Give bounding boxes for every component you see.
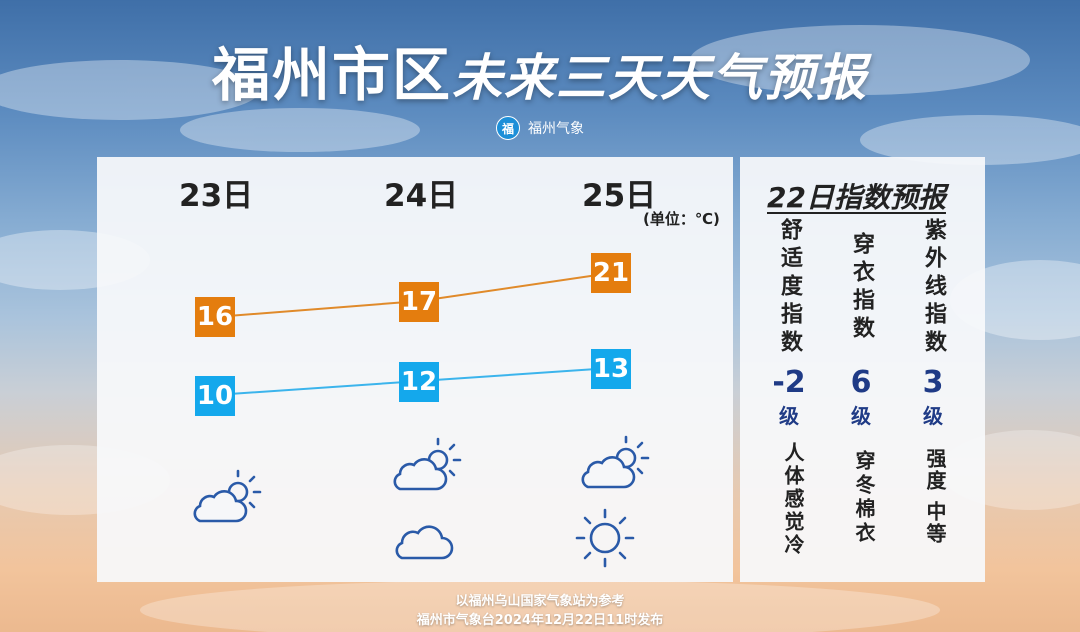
index-desc-comfort: 人体感觉冷 bbox=[778, 442, 808, 565]
brand-name: 福州气象 bbox=[528, 121, 584, 137]
footer-release: 福州市气象台2024年12月22日11时发布 bbox=[416, 613, 664, 628]
cloudy-sun-icon bbox=[393, 437, 462, 491]
index-name-comfort: 舒适度指数 bbox=[774, 218, 804, 367]
low-temp-24: 12 bbox=[399, 362, 439, 402]
day-label-23: 23日 bbox=[179, 178, 254, 214]
day-label-25: 25日 bbox=[582, 178, 657, 214]
index-desc-comfort-text: 人体感觉冷 bbox=[781, 442, 805, 557]
index-name-uv-text: 紫外线指数 bbox=[921, 218, 946, 358]
high-temp-25: 21 bbox=[591, 253, 631, 293]
index-name-dressing-text: 穿衣指数 bbox=[849, 232, 874, 344]
index-desc-uv-text: 强度 中等 bbox=[923, 448, 947, 545]
index-title: 22日指数预报 bbox=[767, 181, 946, 214]
index-desc-dressing: 穿冬棉衣 bbox=[849, 450, 879, 554]
high-temp-23: 16 bbox=[195, 297, 235, 337]
low-temp-23: 10 bbox=[195, 376, 235, 416]
brand-logo-icon: 福 bbox=[496, 116, 520, 140]
cloudy-sun-icon bbox=[193, 469, 262, 523]
index-desc-uv: 强度 中等 bbox=[920, 448, 950, 553]
index-level-dressing: 6 bbox=[850, 365, 872, 400]
low-temp-25: 13 bbox=[591, 349, 631, 389]
index-level-uv: 3 bbox=[922, 365, 944, 400]
index-name-dressing: 穿衣指数 bbox=[846, 232, 876, 353]
footer-reference: 以福州乌山国家气象站为参考 bbox=[455, 594, 625, 609]
index-level-unit-dressing: 级 bbox=[851, 404, 871, 428]
high-temp-24: 17 bbox=[399, 282, 439, 322]
index-name-uv: 紫外线指数 bbox=[918, 218, 948, 367]
index-desc-dressing-text: 穿冬棉衣 bbox=[852, 450, 876, 546]
index-name-comfort-text: 舒适度指数 bbox=[777, 218, 802, 358]
sun-icon bbox=[575, 508, 635, 568]
brand: 福 福州气象 bbox=[0, 116, 1080, 140]
page-title: 福州市区未来三天天气预报 bbox=[0, 28, 1080, 112]
index-panel bbox=[740, 157, 985, 582]
title-sub: 未来三天天气预报 bbox=[452, 49, 868, 107]
cloud-icon bbox=[395, 525, 454, 560]
temperature-unit: (单位：℃) bbox=[643, 210, 720, 228]
index-level-unit-uv: 级 bbox=[923, 404, 943, 428]
day-label-24: 24日 bbox=[384, 178, 459, 214]
index-level-comfort: -2 bbox=[772, 365, 806, 400]
title-main: 福州市区 bbox=[211, 41, 452, 109]
cloudy-sun-icon bbox=[581, 435, 650, 489]
index-level-unit-comfort: 级 bbox=[779, 404, 799, 428]
